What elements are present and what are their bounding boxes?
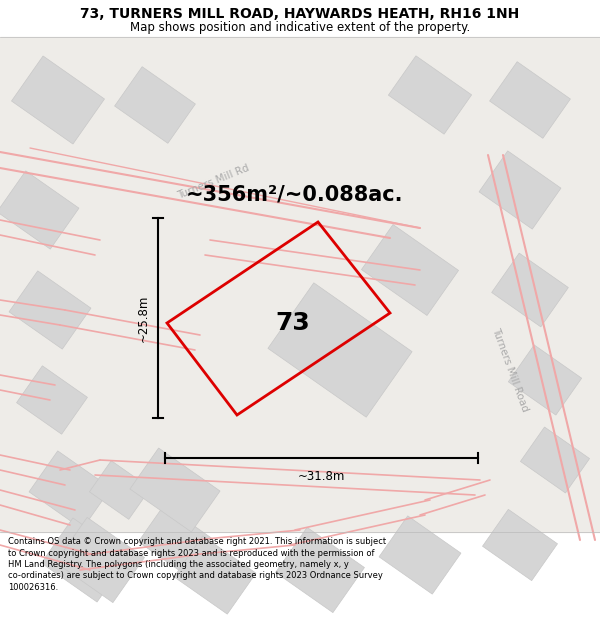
Bar (0, 0, 600, 37)
Polygon shape (508, 345, 581, 415)
Polygon shape (268, 283, 412, 417)
Text: ~25.8m: ~25.8m (137, 294, 150, 342)
Text: 100026316.: 100026316. (8, 583, 58, 592)
Polygon shape (174, 536, 256, 614)
Text: ~356m²/~0.088ac.: ~356m²/~0.088ac. (186, 185, 404, 205)
Polygon shape (56, 518, 145, 602)
Polygon shape (479, 151, 561, 229)
Polygon shape (520, 427, 590, 493)
Polygon shape (17, 366, 88, 434)
Polygon shape (139, 505, 212, 575)
Polygon shape (379, 516, 461, 594)
Text: co-ordinates) are subject to Crown copyright and database rights 2023 Ordnance S: co-ordinates) are subject to Crown copyr… (8, 571, 383, 581)
Polygon shape (9, 271, 91, 349)
Polygon shape (130, 448, 220, 532)
Text: HM Land Registry. The polygons (including the associated geometry, namely x, y: HM Land Registry. The polygons (includin… (8, 560, 349, 569)
Polygon shape (0, 171, 79, 249)
Polygon shape (491, 253, 568, 327)
Text: to Crown copyright and database rights 2023 and is reproduced with the permissio: to Crown copyright and database rights 2… (8, 549, 374, 558)
Text: Map shows position and indicative extent of the property.: Map shows position and indicative extent… (130, 21, 470, 34)
Polygon shape (388, 56, 472, 134)
Polygon shape (275, 528, 364, 612)
Polygon shape (29, 451, 111, 529)
Polygon shape (41, 518, 128, 602)
Polygon shape (11, 56, 104, 144)
Polygon shape (482, 509, 557, 581)
Bar (0, 37, 600, 532)
Polygon shape (361, 224, 458, 316)
Text: ~31.8m: ~31.8m (298, 470, 345, 483)
Polygon shape (490, 62, 571, 138)
Text: Turners Mill Rd: Turners Mill Rd (176, 163, 250, 201)
Text: 73, TURNERS MILL ROAD, HAYWARDS HEATH, RH16 1NH: 73, TURNERS MILL ROAD, HAYWARDS HEATH, R… (80, 7, 520, 21)
Polygon shape (89, 461, 151, 519)
Text: 73: 73 (275, 311, 310, 335)
Bar (0, 532, 600, 625)
Text: Contains OS data © Crown copyright and database right 2021. This information is : Contains OS data © Crown copyright and d… (8, 537, 386, 546)
Text: Turners Mill Road: Turners Mill Road (490, 327, 530, 413)
Polygon shape (115, 67, 196, 143)
